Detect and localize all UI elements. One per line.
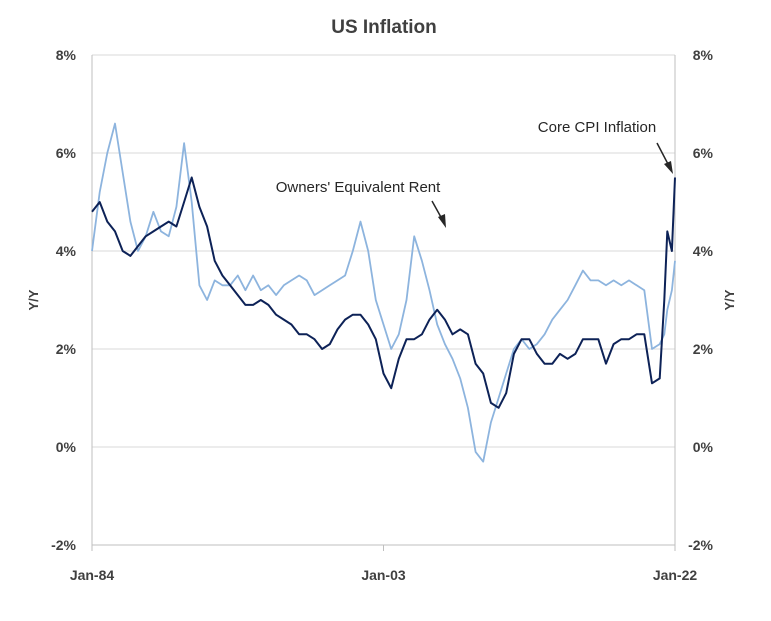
y-axis-right-label: Y/Y — [722, 289, 737, 310]
x-tick-label: Jan-03 — [361, 567, 406, 583]
y-axis-right-ticks: -2% 0% 2% 4% 6% 8% — [688, 47, 713, 553]
y-tick-label-right: 4% — [693, 243, 714, 259]
gridlines — [92, 54, 675, 448]
y-tick-label-right: 2% — [693, 341, 714, 357]
y-axis-left-label: Y/Y — [26, 289, 41, 310]
annotation-core-cpi-arrowhead — [664, 161, 673, 174]
chart-title: US Inflation — [331, 17, 437, 38]
x-tick-label: Jan-22 — [653, 567, 698, 583]
x-axis-ticks: Jan-84 Jan-03 Jan-22 — [70, 545, 698, 583]
annotation-core-cpi-arrow — [656, 142, 670, 167]
y-tick-label-right: -2% — [688, 537, 713, 553]
annotation-oer-label: Owners' Equivalent Rent — [276, 179, 441, 196]
series-core-cpi-line — [91, 176, 676, 409]
y-tick-label-left: 2% — [56, 341, 77, 357]
y-tick-label-left: 4% — [56, 243, 77, 259]
y-axis-left-ticks: -2% 0% 2% 4% 6% 8% — [51, 47, 76, 553]
annotation-core-cpi-label: Core CPI Inflation — [538, 119, 656, 136]
series-oer-line — [91, 122, 676, 463]
y-tick-label-left: 6% — [56, 145, 77, 161]
y-tick-label-right: 8% — [693, 47, 714, 63]
y-tick-label-right: 6% — [693, 145, 714, 161]
x-tick-label: Jan-84 — [70, 567, 115, 583]
y-tick-label-right: 0% — [693, 439, 714, 455]
y-tick-label-left: 0% — [56, 439, 77, 455]
annotation-oer-arrowhead — [438, 214, 446, 228]
y-tick-label-left: -2% — [51, 537, 76, 553]
series-lines — [91, 122, 676, 463]
y-tick-label-left: 8% — [56, 47, 77, 63]
